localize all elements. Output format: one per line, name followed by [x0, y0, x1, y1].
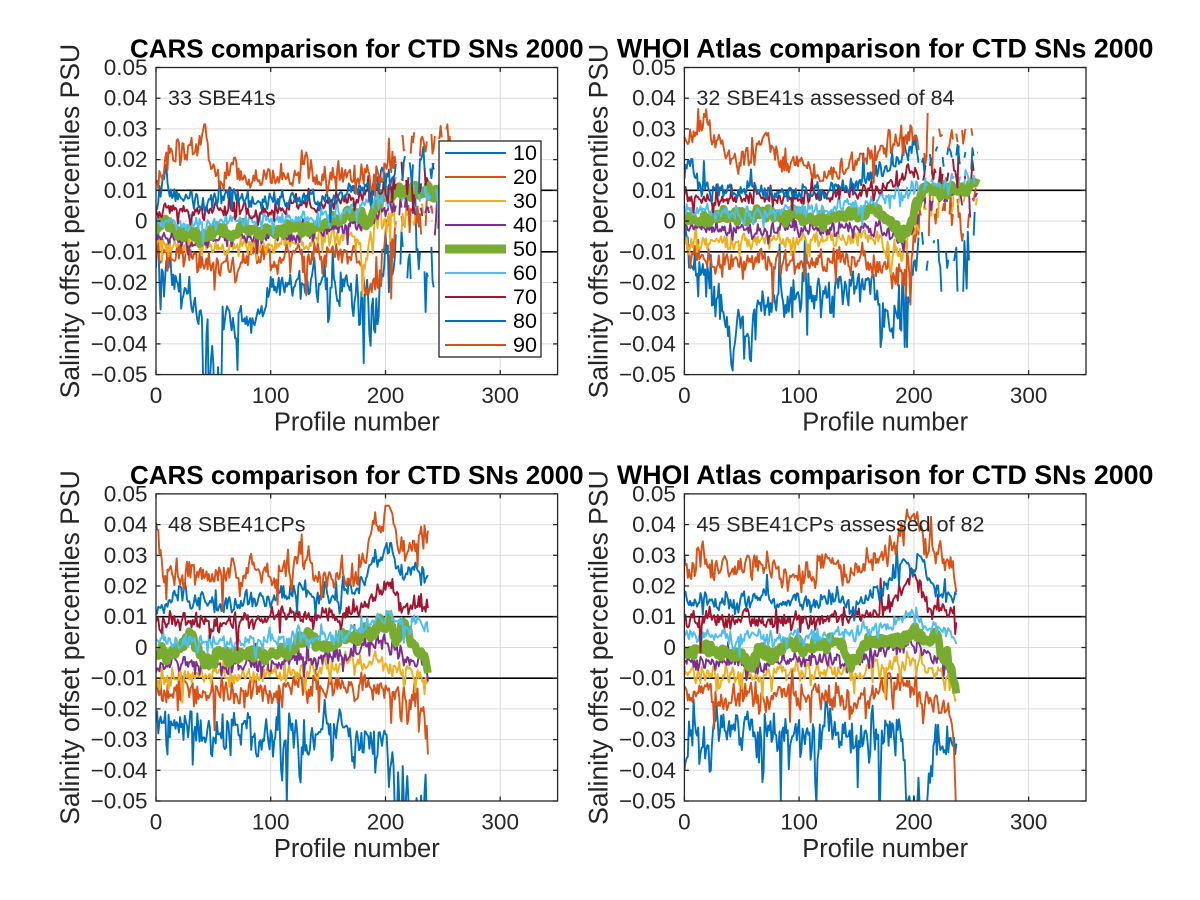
svg-text:300: 300 [1010, 383, 1048, 408]
svg-text:48 SBE41CPs: 48 SBE41CPs [168, 512, 305, 536]
svg-text:0.04: 0.04 [632, 512, 676, 537]
svg-text:0.02: 0.02 [104, 147, 148, 172]
svg-text:0: 0 [135, 209, 148, 234]
svg-text:−0.05: −0.05 [619, 362, 676, 387]
svg-text:90: 90 [513, 333, 537, 357]
svg-text:−0.02: −0.02 [619, 270, 676, 295]
svg-text:0.03: 0.03 [104, 116, 148, 141]
svg-text:40: 40 [513, 213, 537, 237]
svg-text:−0.01: −0.01 [619, 666, 676, 691]
svg-text:Salinity offset percentiles PS: Salinity offset percentiles PSU [583, 44, 613, 399]
svg-text:80: 80 [513, 309, 537, 333]
svg-text:0.04: 0.04 [632, 86, 676, 111]
svg-text:0.01: 0.01 [632, 604, 676, 629]
svg-text:50: 50 [513, 237, 537, 261]
svg-text:WHOI Atlas comparison for CTD: WHOI Atlas comparison for CTD SNs 2000 [617, 460, 1154, 490]
svg-text:0: 0 [663, 635, 676, 660]
svg-text:20: 20 [513, 165, 537, 189]
svg-text:0.01: 0.01 [104, 178, 148, 203]
svg-text:0.05: 0.05 [632, 481, 676, 506]
svg-text:33 SBE41s: 33 SBE41s [168, 86, 276, 110]
svg-text:−0.05: −0.05 [619, 789, 676, 814]
svg-text:CARS comparison for CTD SNs 20: CARS comparison for CTD SNs 2000 [130, 34, 584, 64]
svg-text:0.04: 0.04 [104, 86, 148, 111]
svg-text:−0.01: −0.01 [91, 239, 148, 264]
svg-text:0: 0 [150, 383, 163, 408]
svg-text:Profile number: Profile number [274, 409, 440, 437]
svg-text:−0.02: −0.02 [91, 696, 148, 721]
svg-text:60: 60 [513, 261, 537, 285]
svg-text:Profile number: Profile number [274, 835, 440, 863]
svg-text:0: 0 [150, 810, 163, 835]
svg-text:−0.05: −0.05 [91, 362, 148, 387]
svg-text:Profile number: Profile number [802, 409, 968, 437]
svg-text:32 SBE41s assessed of 84: 32 SBE41s assessed of 84 [696, 86, 954, 110]
svg-text:70: 70 [513, 285, 537, 309]
svg-text:0.05: 0.05 [632, 55, 676, 80]
svg-text:−0.04: −0.04 [91, 331, 148, 356]
svg-text:100: 100 [780, 383, 818, 408]
svg-text:0.02: 0.02 [104, 574, 148, 599]
svg-text:0: 0 [678, 810, 691, 835]
svg-text:−0.01: −0.01 [91, 666, 148, 691]
svg-text:−0.03: −0.03 [619, 727, 676, 752]
svg-text:200: 200 [367, 383, 405, 408]
svg-text:WHOI Atlas comparison for CTD: WHOI Atlas comparison for CTD SNs 2000 [617, 34, 1154, 64]
svg-text:0: 0 [678, 383, 691, 408]
svg-text:30: 30 [513, 189, 537, 213]
svg-text:0: 0 [135, 635, 148, 660]
svg-text:100: 100 [252, 383, 290, 408]
svg-text:Salinity offset percentiles PS: Salinity offset percentiles PSU [55, 470, 85, 825]
svg-text:100: 100 [780, 810, 818, 835]
svg-text:0.03: 0.03 [632, 116, 676, 141]
svg-text:−0.04: −0.04 [619, 331, 676, 356]
svg-text:−0.04: −0.04 [91, 758, 148, 783]
svg-text:0.03: 0.03 [632, 543, 676, 568]
svg-text:−0.02: −0.02 [619, 696, 676, 721]
svg-text:300: 300 [481, 810, 519, 835]
svg-text:−0.01: −0.01 [619, 239, 676, 264]
svg-text:0.05: 0.05 [104, 55, 148, 80]
svg-text:0.04: 0.04 [104, 512, 148, 537]
svg-text:Salinity offset percentiles PS: Salinity offset percentiles PSU [55, 44, 85, 399]
svg-text:−0.02: −0.02 [91, 270, 148, 295]
svg-text:−0.03: −0.03 [619, 301, 676, 326]
svg-text:0.05: 0.05 [104, 481, 148, 506]
svg-text:Salinity offset percentiles PS: Salinity offset percentiles PSU [583, 470, 613, 825]
svg-text:0.02: 0.02 [632, 147, 676, 172]
svg-text:10: 10 [513, 141, 537, 165]
svg-text:−0.03: −0.03 [91, 301, 148, 326]
svg-text:−0.03: −0.03 [91, 727, 148, 752]
svg-text:0.03: 0.03 [104, 543, 148, 568]
svg-text:0.01: 0.01 [632, 178, 676, 203]
svg-text:200: 200 [895, 810, 933, 835]
svg-text:45 SBE41CPs assessed of 82: 45 SBE41CPs assessed of 82 [696, 512, 984, 536]
svg-text:200: 200 [367, 810, 405, 835]
svg-text:−0.05: −0.05 [91, 789, 148, 814]
svg-text:CARS comparison for CTD SNs 20: CARS comparison for CTD SNs 2000 [130, 460, 584, 490]
svg-text:0: 0 [663, 209, 676, 234]
svg-text:−0.04: −0.04 [619, 758, 676, 783]
svg-text:100: 100 [252, 810, 290, 835]
svg-text:300: 300 [481, 383, 519, 408]
svg-text:200: 200 [895, 383, 933, 408]
svg-text:300: 300 [1010, 810, 1048, 835]
svg-text:0.01: 0.01 [104, 604, 148, 629]
svg-text:Profile number: Profile number [802, 835, 968, 863]
svg-text:0.02: 0.02 [632, 574, 676, 599]
